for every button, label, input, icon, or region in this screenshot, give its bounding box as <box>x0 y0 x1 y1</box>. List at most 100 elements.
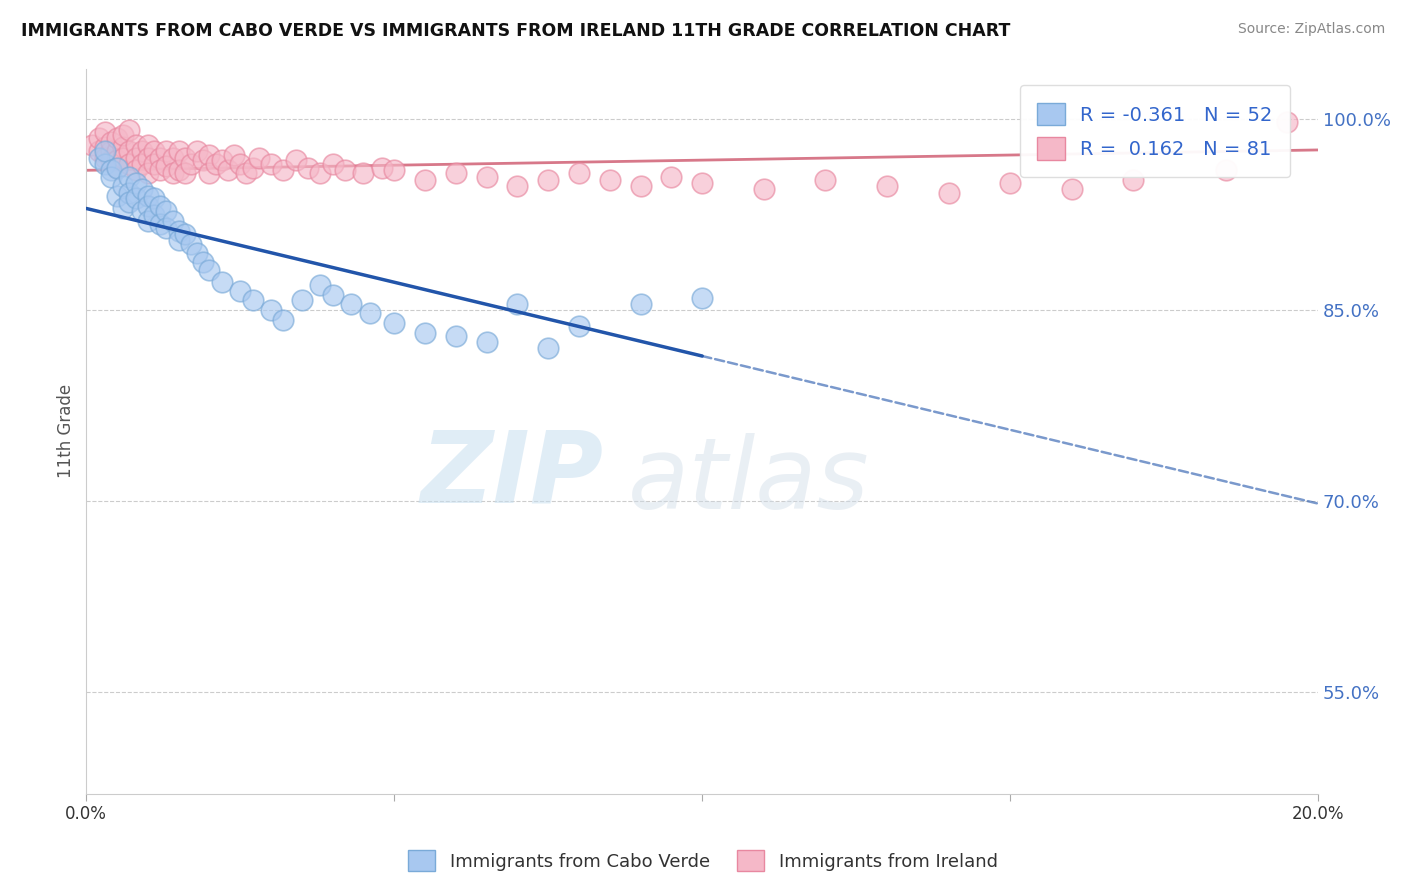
Point <box>131 204 153 219</box>
Point <box>180 237 202 252</box>
Point <box>413 326 436 340</box>
Point <box>100 145 122 159</box>
Point <box>100 153 122 168</box>
Legend: R = -0.361   N = 52, R =  0.162   N = 81: R = -0.361 N = 52, R = 0.162 N = 81 <box>1019 86 1289 178</box>
Point <box>167 233 190 247</box>
Point <box>105 153 128 168</box>
Point <box>198 166 221 180</box>
Point <box>100 163 122 178</box>
Point <box>87 131 110 145</box>
Point <box>273 163 295 178</box>
Point <box>284 153 307 168</box>
Point <box>94 145 117 159</box>
Point <box>105 161 128 175</box>
Point <box>260 303 283 318</box>
Point <box>661 169 683 184</box>
Point <box>143 208 166 222</box>
Point <box>173 166 195 180</box>
Point <box>599 173 621 187</box>
Point <box>143 191 166 205</box>
Point <box>105 131 128 145</box>
Point <box>94 125 117 139</box>
Point <box>94 140 117 154</box>
Point <box>475 169 498 184</box>
Point <box>690 176 713 190</box>
Point <box>136 151 159 165</box>
Point <box>1060 182 1083 196</box>
Point <box>131 182 153 196</box>
Point <box>118 186 141 201</box>
Point <box>118 145 141 159</box>
Point <box>186 145 208 159</box>
Point <box>112 151 135 165</box>
Point <box>124 151 146 165</box>
Point <box>167 224 190 238</box>
Point <box>143 157 166 171</box>
Point <box>112 140 135 154</box>
Point <box>998 176 1021 190</box>
Text: atlas: atlas <box>628 434 870 531</box>
Point <box>235 166 257 180</box>
Point <box>322 157 344 171</box>
Point <box>149 151 172 165</box>
Text: ZIP: ZIP <box>420 426 603 523</box>
Point <box>506 178 529 193</box>
Point <box>537 342 560 356</box>
Point <box>371 161 394 175</box>
Point <box>198 262 221 277</box>
Point <box>193 255 215 269</box>
Point <box>938 186 960 201</box>
Point <box>131 157 153 171</box>
Point <box>136 214 159 228</box>
Point <box>155 145 177 159</box>
Point <box>333 163 356 178</box>
Point <box>260 157 283 171</box>
Y-axis label: 11th Grade: 11th Grade <box>58 384 75 478</box>
Point <box>155 160 177 174</box>
Point <box>136 199 159 213</box>
Point <box>149 217 172 231</box>
Point <box>211 275 233 289</box>
Text: IMMIGRANTS FROM CABO VERDE VS IMMIGRANTS FROM IRELAND 11TH GRADE CORRELATION CHA: IMMIGRANTS FROM CABO VERDE VS IMMIGRANTS… <box>21 22 1011 40</box>
Point <box>382 316 405 330</box>
Point <box>309 277 332 292</box>
Point <box>112 202 135 216</box>
Point <box>167 163 190 178</box>
Point <box>340 297 363 311</box>
Point <box>1122 173 1144 187</box>
Point <box>309 166 332 180</box>
Point <box>105 188 128 202</box>
Point <box>155 204 177 219</box>
Point <box>752 182 775 196</box>
Point <box>211 153 233 168</box>
Point <box>359 306 381 320</box>
Point <box>87 151 110 165</box>
Point <box>814 173 837 187</box>
Point <box>105 161 128 175</box>
Point <box>112 128 135 142</box>
Point <box>124 163 146 178</box>
Text: Source: ZipAtlas.com: Source: ZipAtlas.com <box>1237 22 1385 37</box>
Legend: Immigrants from Cabo Verde, Immigrants from Ireland: Immigrants from Cabo Verde, Immigrants f… <box>401 843 1005 879</box>
Point <box>118 169 141 184</box>
Point <box>124 176 146 190</box>
Point <box>118 195 141 210</box>
Point <box>198 148 221 162</box>
Point <box>475 334 498 349</box>
Point <box>143 145 166 159</box>
Point <box>1215 163 1237 178</box>
Point <box>94 151 117 165</box>
Point <box>217 163 239 178</box>
Point <box>173 151 195 165</box>
Point <box>382 163 405 178</box>
Point <box>242 293 264 307</box>
Point <box>112 178 135 193</box>
Point <box>167 145 190 159</box>
Point <box>242 161 264 175</box>
Point <box>1277 115 1299 129</box>
Point <box>100 136 122 150</box>
Point <box>413 173 436 187</box>
Point <box>118 122 141 136</box>
Point <box>273 313 295 327</box>
Point <box>105 145 128 159</box>
